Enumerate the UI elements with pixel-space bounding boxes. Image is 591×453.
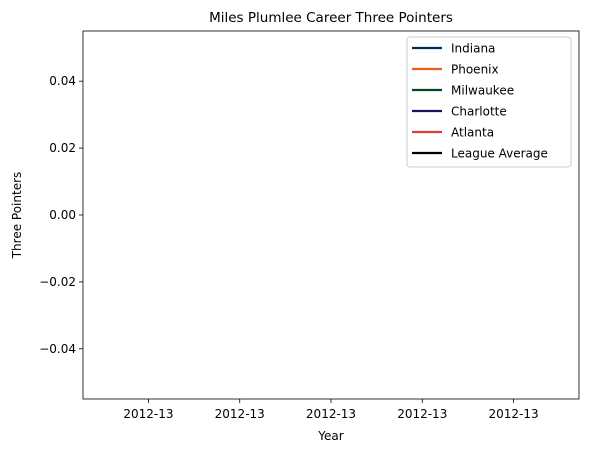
legend-label: League Average — [451, 147, 548, 161]
legend-label: Indiana — [451, 42, 495, 56]
legend-label: Phoenix — [451, 63, 499, 77]
y-axis-label: Three Pointers — [10, 172, 24, 260]
x-tick-label: 2012-13 — [123, 407, 173, 421]
x-tick-label: 2012-13 — [306, 407, 356, 421]
y-axis-ticks: 0.04 0.02 0.00 −0.02 −0.04 — [39, 74, 83, 356]
x-tick-label: 2012-13 — [397, 407, 447, 421]
y-tick-label: 0.02 — [49, 141, 76, 155]
plot-area-frame — [82, 30, 580, 400]
y-tick-label: 0.00 — [49, 208, 76, 222]
legend-label: Charlotte — [451, 105, 507, 119]
y-tick-label: 0.04 — [49, 74, 76, 88]
x-axis-ticks: 2012-13 2012-13 2012-13 2012-13 2012-13 — [123, 399, 539, 421]
chart-title: Miles Plumlee Career Three Pointers — [209, 10, 453, 26]
x-tick-label: 2012-13 — [215, 407, 265, 421]
x-axis-label: Year — [317, 429, 343, 443]
legend: Indiana Phoenix Milwaukee Charlotte Atlanta L… — [406, 36, 572, 168]
legend-label: Atlanta — [451, 126, 494, 140]
y-tick-label: −0.02 — [39, 275, 76, 289]
y-tick-label: −0.04 — [39, 342, 76, 356]
legend-box — [406, 36, 572, 168]
legend-label: Milwaukee — [451, 84, 514, 98]
x-tick-label: 2012-13 — [488, 407, 538, 421]
